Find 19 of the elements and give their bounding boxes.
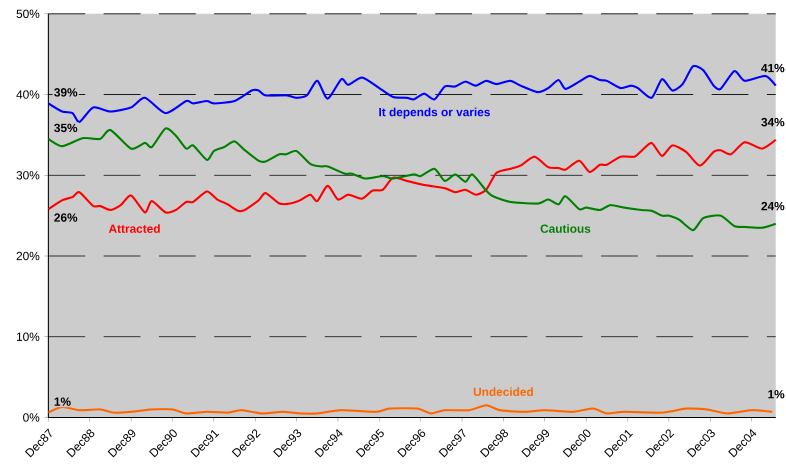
annotation: 35%: [54, 124, 78, 132]
annotation: 39%: [54, 88, 78, 96]
annotation: 1%: [768, 390, 784, 398]
y-tick-label: 0%: [23, 413, 40, 422]
y-tick-label: 50%: [16, 9, 40, 18]
series-label: Cautious: [540, 224, 590, 233]
line-series: [47, 404, 774, 415]
annotation: 34%: [761, 118, 784, 126]
series-label: Attracted: [108, 224, 160, 233]
annotation: 41%: [761, 64, 784, 72]
series-label: It depends or varies: [379, 107, 490, 118]
y-tick-label: 40%: [16, 90, 40, 99]
annotation: 1%: [54, 397, 71, 406]
y-tick-label: 30%: [16, 170, 40, 180]
series-label: Undecided: [474, 387, 533, 396]
y-tick-label: 20%: [16, 252, 40, 260]
y-tick-label: 10%: [16, 332, 40, 341]
annotation: 26%: [54, 213, 78, 222]
annotation: 24%: [761, 202, 784, 210]
